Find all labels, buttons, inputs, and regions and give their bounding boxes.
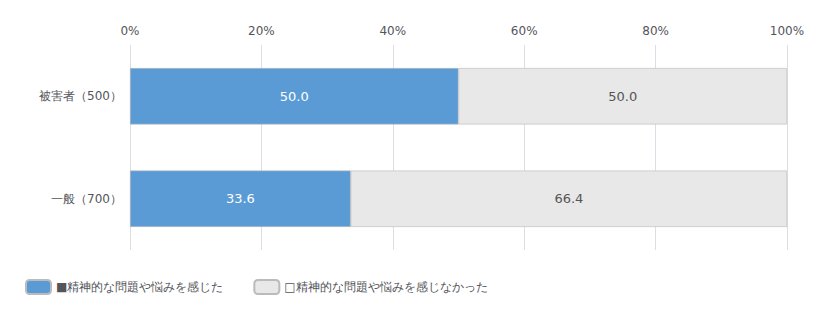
svg-text:■精神的な問題や悩みを感じた: ■精神的な問題や悩みを感じた [56, 280, 223, 294]
svg-text:80%: 80% [642, 24, 669, 38]
svg-text:50.0: 50.0 [608, 89, 637, 104]
svg-text:被害者（500）: 被害者（500） [39, 89, 122, 103]
svg-text:40%: 40% [379, 24, 406, 38]
svg-text:66.4: 66.4 [554, 191, 583, 206]
svg-text:20%: 20% [248, 24, 275, 38]
svg-text:33.6: 33.6 [226, 191, 255, 206]
svg-text:□精神的な問題や悩みを感じなかった: □精神的な問題や悩みを感じなかった [284, 280, 487, 294]
svg-text:一般（700）: 一般（700） [51, 192, 122, 206]
svg-text:60%: 60% [511, 24, 538, 38]
svg-text:50.0: 50.0 [280, 89, 309, 104]
svg-text:100%: 100% [770, 24, 804, 38]
svg-text:0%: 0% [120, 24, 139, 38]
